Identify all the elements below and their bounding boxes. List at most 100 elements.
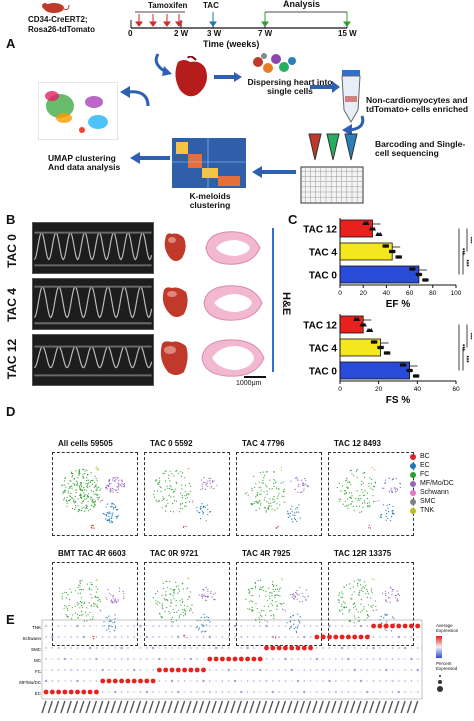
umap-point [367, 604, 369, 606]
dotplot-dot [404, 680, 406, 682]
umap-point [203, 613, 205, 615]
legend-pct-dots [437, 674, 443, 692]
umap-point [369, 477, 371, 479]
dotplot-dot [233, 679, 237, 683]
umap-point [273, 485, 275, 487]
dotplot-dot [76, 679, 79, 683]
umap-point [270, 502, 272, 504]
umap-point [159, 480, 161, 482]
umap-point [66, 500, 68, 502]
umap-point [160, 616, 162, 618]
umap-point [183, 635, 185, 637]
dotplot-dot [335, 658, 337, 660]
umap-point [179, 503, 182, 505]
umap-point [260, 490, 262, 492]
umap-point [64, 477, 66, 480]
dotplot-dot [139, 658, 142, 660]
umap-point [90, 527, 93, 529]
umap-point [81, 489, 83, 492]
umap-point [259, 472, 262, 474]
dotplot-dot [201, 667, 206, 673]
umap-point [154, 496, 156, 498]
umap-point [82, 501, 84, 503]
umap-point [251, 601, 254, 603]
umap-point [269, 610, 271, 612]
umap-point [274, 637, 277, 639]
umap-point [370, 487, 372, 489]
umap-point [112, 594, 114, 597]
umap-point [211, 485, 213, 488]
umap-point [280, 469, 282, 471]
umap-point [111, 487, 113, 489]
dotplot-gene-label [343, 700, 350, 714]
umap-point [72, 483, 74, 485]
umap-point [297, 485, 299, 487]
data-point [374, 340, 378, 344]
umap-point [96, 486, 98, 488]
umap-point [80, 483, 82, 485]
umap-point [63, 497, 66, 499]
dotplot-dot [259, 680, 261, 682]
umap-point [71, 472, 73, 475]
dotplot-dot [202, 647, 205, 649]
dotplot-dot [57, 646, 60, 650]
umap-point [188, 596, 190, 598]
dotplot-dot [157, 667, 162, 673]
umap-point [111, 503, 113, 505]
dotplot-dot [120, 636, 123, 638]
dotplot-dot [303, 625, 305, 627]
dotplot-dot [385, 691, 387, 693]
umap-point [360, 589, 362, 591]
umap-point [68, 500, 71, 502]
he-section-tac4 [203, 285, 263, 321]
umap-point [65, 613, 67, 616]
dotplot-dot [316, 680, 318, 682]
umap-point [276, 608, 278, 610]
dotplot-dot [278, 680, 280, 682]
dotplot-dot [62, 689, 68, 695]
umap-point [107, 588, 109, 590]
umap-point [82, 495, 84, 497]
dotplot-dot [335, 647, 337, 649]
umap-point [347, 487, 349, 489]
dotplot-dot [297, 636, 299, 638]
umap-point [190, 607, 192, 609]
dotplot-dot [398, 680, 400, 682]
umap-point [81, 601, 83, 603]
umap-point [117, 486, 119, 488]
umap-point [186, 605, 188, 607]
umap-point [297, 479, 299, 481]
umap-point [73, 500, 75, 502]
curved-arrow-1 [154, 53, 172, 76]
umap-point [388, 477, 390, 479]
umap-point [296, 590, 298, 592]
umap-point [115, 602, 117, 604]
dotplot-dot [152, 658, 154, 660]
umap-point [342, 613, 344, 615]
umap-point [64, 491, 66, 493]
heart-icon [175, 56, 207, 97]
umap-point [347, 498, 349, 500]
umap-point [372, 495, 374, 497]
umap-point [366, 610, 368, 612]
umap-point [180, 504, 182, 506]
umap-point [117, 600, 119, 602]
umap-point [86, 469, 88, 471]
umap-point [87, 495, 89, 497]
dotplot-dot [70, 647, 72, 649]
umap-point [182, 496, 184, 499]
umap-point [265, 614, 267, 616]
umap-point [82, 500, 85, 502]
dotplot-dot [108, 647, 110, 649]
umap-point [207, 480, 209, 482]
umap-point [258, 595, 260, 597]
single-cells-icon [253, 53, 296, 73]
umap-point [190, 609, 192, 611]
umap-point [114, 507, 116, 509]
umap-point [67, 499, 70, 502]
umap-point [87, 510, 90, 512]
umap-point [289, 621, 291, 623]
dotplot-dot [272, 669, 274, 671]
dotplot-dot [346, 634, 351, 640]
umap-point [281, 495, 283, 497]
